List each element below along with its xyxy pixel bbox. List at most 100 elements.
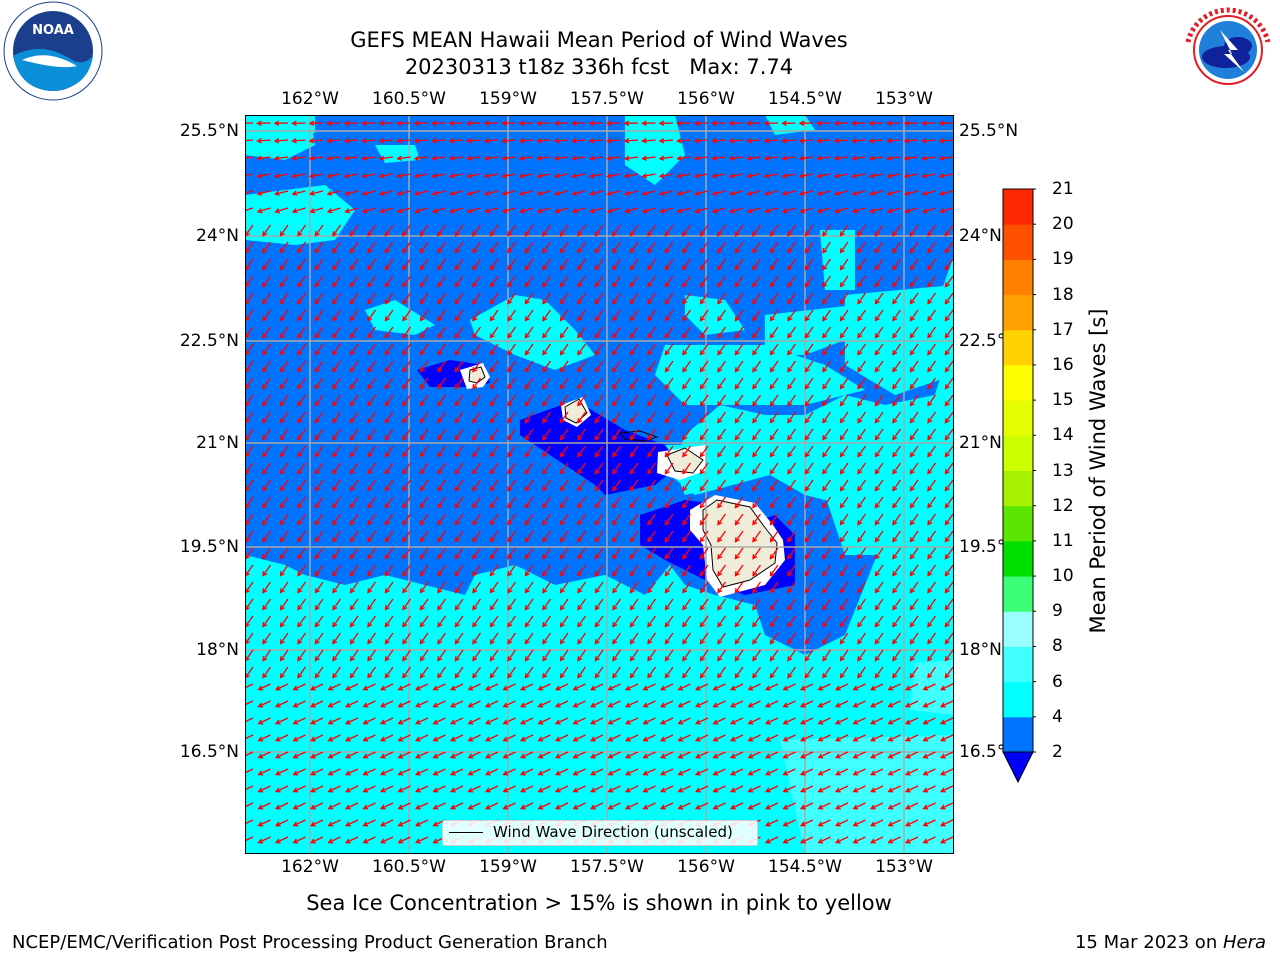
- wave-direction-arrow: [310, 819, 324, 827]
- wave-direction-arrowhead: [734, 554, 740, 560]
- wave-direction-arrowhead: [454, 333, 460, 339]
- wave-direction-arrow: [454, 666, 464, 678]
- wave-direction-arrow: [559, 377, 569, 389]
- wave-direction-arrowhead: [419, 639, 425, 645]
- wave-direction-arrowhead: [484, 787, 491, 793]
- wave-direction-arrow: [577, 428, 587, 440]
- wave-direction-arrow: [874, 445, 884, 457]
- wave-direction-arrowhead: [921, 155, 928, 161]
- wave-direction-arrow: [818, 700, 831, 708]
- wave-direction-arrow: [573, 717, 586, 725]
- wave-direction-arrowhead: [437, 554, 443, 560]
- wave-direction-arrowhead: [332, 333, 338, 339]
- wave-direction-arrow: [699, 411, 709, 423]
- wave-direction-arrowhead: [402, 435, 408, 441]
- wave-direction-arrow: [839, 615, 849, 627]
- wave-direction-arrowhead: [297, 605, 303, 611]
- wave-direction-arrow: [853, 734, 866, 742]
- wave-direction-arrow: [402, 241, 412, 253]
- wave-direction-arrowhead: [559, 588, 565, 594]
- wave-direction-arrowhead: [922, 702, 929, 708]
- wave-direction-arrowhead: [612, 435, 618, 441]
- wave-direction-arrowhead: [852, 838, 859, 844]
- wave-direction-arrowhead: [588, 173, 595, 179]
- wave-direction-arrowhead: [904, 804, 911, 810]
- period-fill-6-8: [910, 660, 954, 715]
- wave-direction-arrowhead: [332, 248, 338, 254]
- wave-direction-arrowhead: [764, 736, 771, 742]
- wave-direction-arrow: [332, 479, 342, 491]
- wave-direction-arrow: [503, 717, 516, 725]
- wave-direction-arrowhead: [711, 190, 718, 196]
- wave-direction-arrowhead: [939, 208, 946, 214]
- wave-direction-arrowhead: [542, 605, 548, 611]
- wave-direction-arrow: [612, 377, 622, 389]
- wave-direction-arrowhead: [647, 367, 653, 373]
- wave-direction-arrow: [327, 190, 341, 195]
- wave-direction-arrow: [804, 666, 814, 678]
- wave-direction-arrowhead: [378, 138, 385, 144]
- wave-direction-arrowhead: [607, 736, 614, 742]
- wave-direction-arrowhead: [519, 190, 525, 196]
- wave-direction-arrowhead: [874, 452, 880, 458]
- wave-direction-arrowhead: [664, 520, 670, 526]
- wave-direction-arrowhead: [857, 605, 863, 611]
- wave-direction-arrow: [489, 241, 499, 253]
- wave-direction-arrowhead: [414, 804, 421, 810]
- wave-direction-arrowhead: [717, 282, 723, 288]
- wave-direction-arrow: [647, 513, 657, 525]
- wave-direction-arrowhead: [367, 622, 373, 628]
- wave-direction-arrow: [310, 802, 324, 810]
- wave-direction-arrow: [909, 581, 919, 593]
- wave-direction-arrowhead: [297, 248, 303, 254]
- wave-direction-arrowhead: [647, 231, 653, 237]
- wave-direction-arrowhead: [782, 736, 789, 742]
- wave-direction-arrowhead: [279, 401, 285, 407]
- wave-direction-arrow: [437, 258, 447, 270]
- wave-direction-arrowhead: [483, 138, 490, 144]
- wave-direction-arrow: [402, 547, 412, 559]
- wave-direction-arrowhead: [379, 753, 386, 759]
- wave-direction-arrow: [748, 751, 761, 759]
- wave-direction-arrow: [432, 190, 446, 195]
- wave-direction-arrowhead: [699, 639, 705, 645]
- wave-direction-arrowhead: [699, 265, 705, 271]
- wave-direction-arrowhead: [314, 656, 320, 662]
- wave-direction-arrowhead: [594, 639, 600, 645]
- wave-direction-arrowhead: [769, 401, 775, 407]
- wave-direction-arrowhead: [717, 571, 723, 577]
- wave-direction-arrow: [852, 173, 866, 178]
- wave-direction-arrow: [345, 785, 359, 793]
- wave-direction-arrowhead: [927, 622, 933, 628]
- wave-direction-arrowhead: [507, 384, 513, 390]
- wave-direction-arrowhead: [874, 503, 880, 509]
- wave-direction-arrowhead: [279, 656, 285, 662]
- wave-direction-arrowhead: [437, 622, 443, 628]
- wave-direction-arrowhead: [892, 503, 898, 509]
- wave-direction-arrow: [734, 666, 744, 678]
- wave-direction-arrowhead: [887, 719, 894, 725]
- wave-direction-arrowhead: [763, 138, 770, 144]
- wave-direction-arrow: [839, 258, 849, 270]
- wave-direction-arrow: [682, 360, 692, 372]
- wave-direction-arrow: [699, 513, 709, 525]
- wave-direction-arrow: [682, 241, 692, 253]
- wave-direction-arrowhead: [612, 656, 618, 662]
- wave-direction-arrow: [892, 649, 902, 661]
- wave-direction-arrowhead: [384, 401, 390, 407]
- wave-direction-arrow: [524, 615, 534, 627]
- wave-direction-arrow: [437, 224, 447, 236]
- wave-direction-arrow: [713, 734, 726, 742]
- wave-direction-arrowhead: [349, 520, 355, 526]
- wave-direction-arrowhead: [594, 554, 600, 560]
- wave-direction-arrowhead: [397, 753, 404, 759]
- wave-direction-arrowhead: [332, 401, 338, 407]
- wave-direction-arrowhead: [909, 435, 915, 441]
- wave-direction-arrow: [752, 547, 762, 559]
- wave-direction-arrow: [787, 224, 797, 236]
- wave-direction-arrow: [857, 462, 867, 474]
- wave-direction-arrowhead: [472, 418, 478, 424]
- wave-direction-arrow: [752, 581, 762, 593]
- wave-direction-arrowhead: [939, 804, 946, 810]
- wave-direction-arrow: [612, 326, 622, 338]
